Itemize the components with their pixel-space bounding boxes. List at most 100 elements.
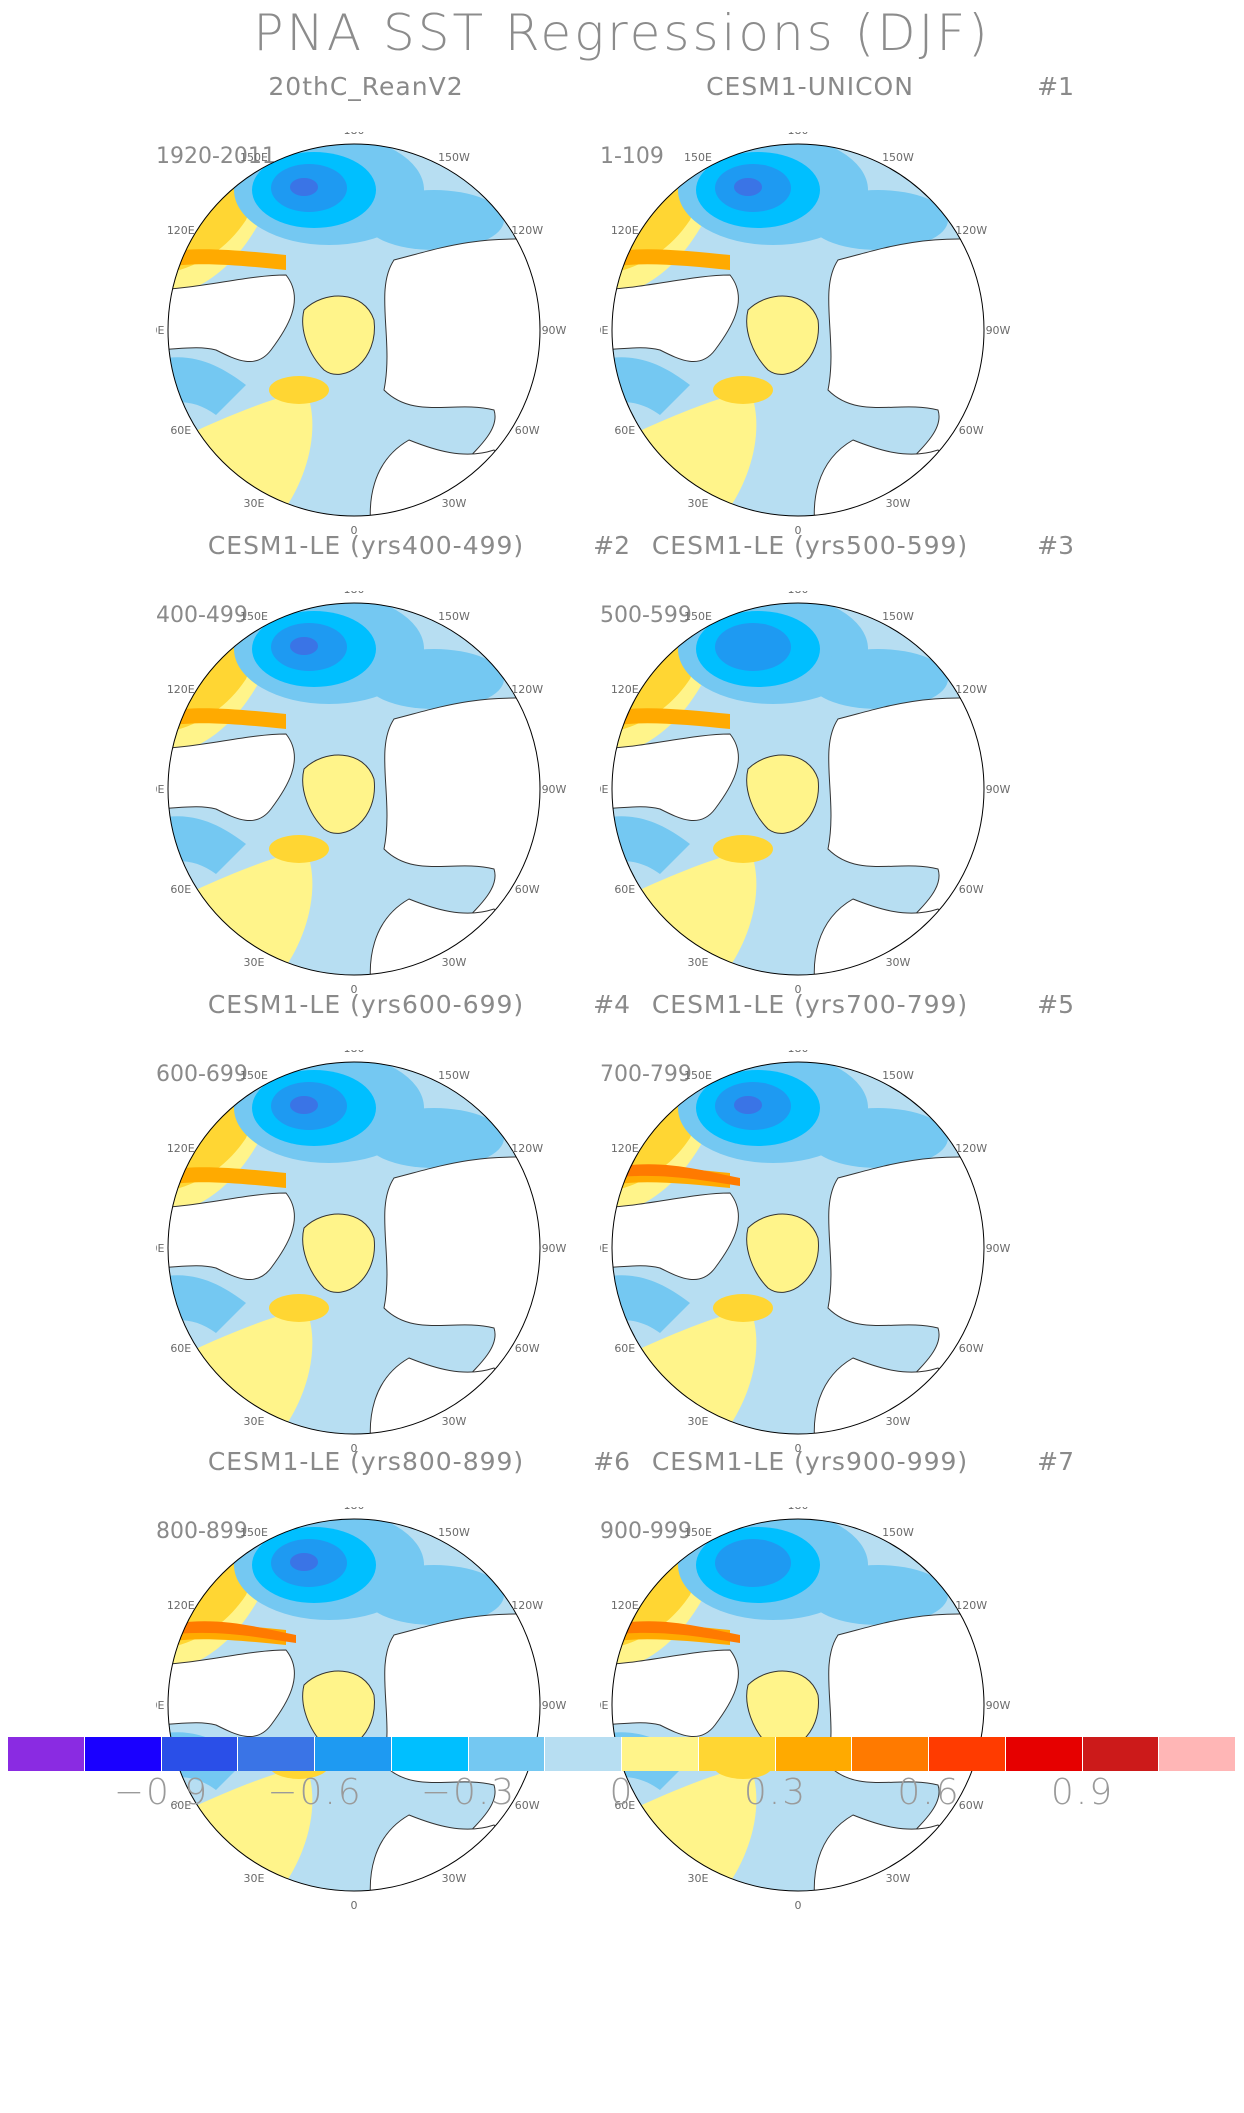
longitude-label: 60W (959, 883, 984, 896)
longitude-label: 150E (240, 151, 268, 164)
arctic-region (302, 295, 375, 375)
colorbar-label: 0.6 (897, 1772, 961, 1813)
longitude-label: 180 (344, 591, 365, 596)
colorbar-swatch (391, 1737, 469, 1771)
colorbar-swatch (1159, 1737, 1236, 1771)
colorbar-swatch (775, 1737, 853, 1771)
colorbar-swatch (315, 1737, 392, 1771)
map-panel: CESM1-UNICON #1 1-109 180 150E 120E 90E 60E 30E 0… (600, 72, 1080, 547)
africa-landmass (369, 439, 540, 516)
panel-title: CESM1-LE (yrs800-899) (207, 1447, 525, 1476)
longitude-label: 90W (986, 324, 1011, 337)
longitude-label: 30W (442, 1872, 467, 1885)
longitude-label: 120E (611, 683, 639, 696)
cold-anomaly-region (364, 1565, 504, 1625)
polar-sst-map: 180 150E 120E 90E 60E 30E 0 30W 60W 90W 120W 150W (600, 1050, 1011, 1455)
colorbar-label: −0.9 (113, 1772, 210, 1813)
arctic-region (302, 1213, 375, 1293)
warm-anomaly-region (713, 835, 773, 863)
longitude-label: 90W (986, 1699, 1011, 1712)
colorbar-label: 0.9 (1050, 1772, 1115, 1813)
map-boundary (167, 602, 541, 976)
longitude-label: 60E (170, 883, 191, 896)
longitude-label: 150E (684, 1069, 712, 1082)
panel-period: 900-999 (600, 1519, 692, 1544)
map-panel: CESM1-LE (yrs800-899) #6 800-899 180 150E 120… (156, 1447, 636, 1922)
colorbar-label: 0 (609, 1772, 635, 1813)
longitude-label: 180 (344, 1050, 365, 1055)
north-america-landmass (612, 733, 739, 822)
longitude-label: 120E (167, 1142, 195, 1155)
cold-anomaly-region (808, 649, 948, 709)
cold-anomaly-region (290, 1553, 318, 1571)
africa-landmass (813, 439, 984, 516)
longitude-label: 30W (442, 497, 467, 510)
north-america-landmass (168, 1649, 295, 1738)
longitude-label: 60W (515, 424, 540, 437)
longitude-label: 150W (882, 1526, 914, 1539)
map-panel: 20thC_ReanV2 1920-2011 180 150E 120E 90E 60E 30… (156, 72, 636, 547)
longitude-label: 90W (542, 783, 567, 796)
warm-anomaly-region (612, 249, 730, 270)
longitude-label: 90W (986, 783, 1011, 796)
longitude-label: 30E (244, 956, 265, 969)
longitude-label: 60E (614, 1342, 635, 1355)
panel-period: 400-499 (156, 603, 248, 628)
longitude-label: 150E (684, 610, 712, 623)
longitude-label: 60W (959, 1799, 984, 1812)
north-america-landmass (612, 1192, 739, 1281)
panel-title: CESM1-LE (yrs500-599) (651, 531, 969, 560)
cold-anomaly-region (715, 623, 791, 671)
longitude-label: 30E (688, 1415, 709, 1428)
warm-anomaly-region (612, 1621, 740, 1643)
longitude-label: 120E (167, 224, 195, 237)
longitude-label: 30E (244, 1872, 265, 1885)
panel-number: #4 (593, 990, 630, 1019)
warm-anomaly-region (168, 249, 286, 270)
longitude-label: 90W (542, 1242, 567, 1255)
longitude-label: 0 (795, 1442, 802, 1455)
panel-title: CESM1-LE (yrs700-799) (651, 990, 969, 1019)
north-america-landmass (612, 1649, 739, 1738)
longitude-label: 0 (795, 983, 802, 996)
colorbar-swatch (929, 1737, 1006, 1771)
colorbar-label: −0.3 (420, 1772, 517, 1813)
longitude-label: 150W (438, 1526, 470, 1539)
longitude-label: 150E (240, 1069, 268, 1082)
figure-title: PNA SST Regressions (DJF) (253, 4, 991, 62)
longitude-label: 120W (955, 1599, 987, 1612)
warm-anomaly-region (713, 376, 773, 404)
map-boundary (611, 602, 985, 976)
longitude-label: 0 (795, 524, 802, 537)
colorbar-swatch (852, 1737, 929, 1771)
cold-anomaly-region (290, 178, 318, 196)
arctic-region (746, 295, 819, 375)
panel-number: #5 (1037, 990, 1074, 1019)
polar-sst-map: 180 150E 120E 90E 60E 30E 0 30W 60W 90W 120W 150W (156, 591, 567, 996)
longitude-label: 150W (438, 610, 470, 623)
panel-title: CESM1-UNICON (706, 72, 914, 101)
cold-anomaly-region (808, 1108, 948, 1168)
longitude-label: 90E (156, 1242, 165, 1255)
longitude-label: 60E (170, 424, 191, 437)
warm-anomaly-region (269, 835, 329, 863)
longitude-label: 0 (795, 1899, 802, 1912)
longitude-label: 30W (442, 1415, 467, 1428)
africa-landmass (369, 898, 540, 975)
warm-anomaly-region (612, 1164, 740, 1186)
longitude-label: 120W (955, 224, 987, 237)
panel-number: #3 (1037, 531, 1074, 560)
longitude-label: 180 (344, 1507, 365, 1512)
colorbar-swatch (545, 1737, 622, 1771)
north-america-landmass (612, 274, 739, 363)
map-boundary (611, 1518, 985, 1892)
longitude-label: 60W (959, 1342, 984, 1355)
longitude-label: 0 (351, 983, 358, 996)
longitude-label: 30W (886, 1872, 911, 1885)
longitude-label: 30W (886, 497, 911, 510)
longitude-label: 120W (955, 683, 987, 696)
north-america-landmass (168, 1192, 295, 1281)
colorbar-swatch (622, 1737, 699, 1771)
warm-anomaly-region (168, 1621, 296, 1643)
africa-landmass (813, 898, 984, 975)
